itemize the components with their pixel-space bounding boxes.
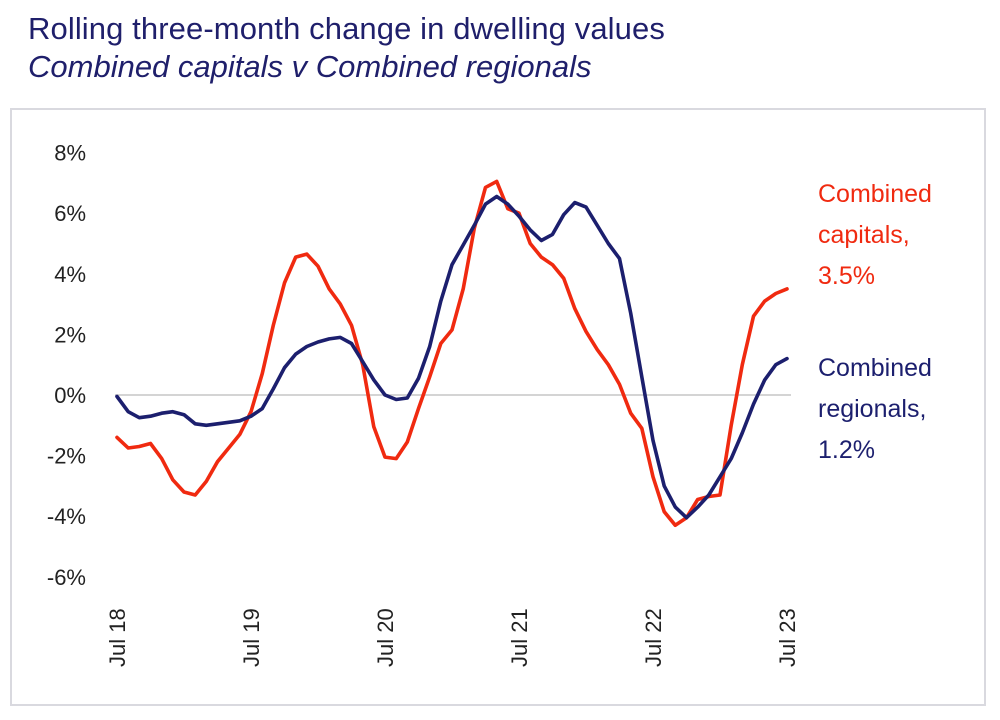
legend-regionals-name: Combined xyxy=(818,354,932,382)
legend-regionals-value: 1.2% xyxy=(818,436,875,464)
y-tick-label: 4% xyxy=(54,262,86,287)
x-tick-label: Jul 19 xyxy=(239,608,264,667)
y-tick-label: 6% xyxy=(54,201,86,226)
series-line-combined-regionals xyxy=(115,194,789,520)
legend-capitals-name: Combined xyxy=(818,180,932,208)
chart-title: Rolling three-month change in dwelling v… xyxy=(28,11,665,46)
chart-title-block: Rolling three-month change in dwelling v… xyxy=(28,10,665,86)
chart-subtitle: Combined capitals v Combined regionals xyxy=(28,49,592,84)
y-tick-label: 2% xyxy=(54,322,86,347)
x-tick-label: Jul 21 xyxy=(507,608,532,667)
y-tick-label: -4% xyxy=(47,504,86,529)
y-axis: 8% 6% 4% 2% 0% -2% -4% -6% xyxy=(47,141,86,590)
x-tick-label: Jul 23 xyxy=(775,608,800,667)
legend-regionals: Combined regionals, 1.2% xyxy=(818,348,932,471)
x-axis: Jul 18 Jul 19 Jul 20 Jul 21 Jul 22 Jul 23 xyxy=(105,608,800,667)
y-tick-label: -6% xyxy=(47,565,86,590)
series-group xyxy=(115,179,789,528)
y-tick-label: -2% xyxy=(47,444,86,469)
chart-frame xyxy=(10,108,986,706)
legend-capitals-name-2: capitals, xyxy=(818,221,910,249)
series-line-combined-capitals xyxy=(115,179,789,528)
y-tick-label: 8% xyxy=(54,141,86,166)
x-tick-label: Jul 20 xyxy=(373,608,398,667)
legend-capitals: Combined capitals, 3.5% xyxy=(818,174,932,297)
legend-regionals-name-2: regionals, xyxy=(818,395,927,423)
legend-capitals-value: 3.5% xyxy=(818,262,875,290)
y-tick-label: 0% xyxy=(54,383,86,408)
x-tick-label: Jul 18 xyxy=(105,608,130,667)
x-tick-label: Jul 22 xyxy=(641,608,666,667)
